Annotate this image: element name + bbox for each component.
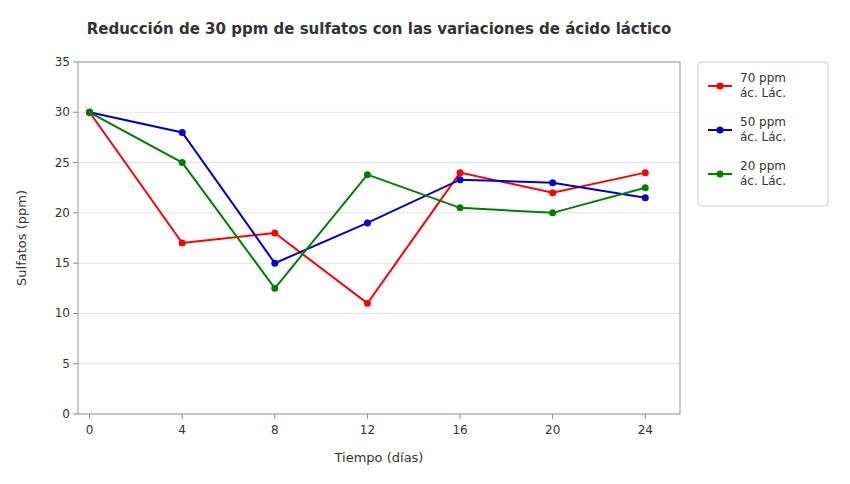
series: [86, 109, 649, 307]
series-line: [90, 112, 646, 288]
series-marker: [179, 240, 186, 247]
series-marker: [271, 260, 278, 267]
y-tick: [73, 313, 78, 314]
x-tick-label: 8: [271, 423, 279, 437]
series-marker: [271, 229, 278, 236]
y-tick-label: 5: [62, 357, 70, 371]
series-marker: [549, 189, 556, 196]
legend-box: [698, 62, 828, 206]
series-line: [90, 112, 646, 303]
x-tick-label: 0: [86, 423, 94, 437]
x-tick: [367, 414, 368, 419]
y-tick: [73, 112, 78, 113]
legend-label: 50 ppmác. Lác.: [740, 115, 786, 144]
legend-label: 20 ppmác. Lác.: [740, 159, 786, 188]
legend: 70 ppmác. Lác.50 ppmác. Lác.20 ppmác. Lá…: [698, 62, 828, 206]
data: [86, 109, 649, 307]
x-axis-label: Tiempo (días): [334, 450, 424, 465]
series-marker: [364, 171, 371, 178]
grid-line: [78, 363, 680, 364]
x-tick: [645, 414, 646, 419]
y-tick-label: 25: [55, 156, 70, 170]
series-marker: [549, 179, 556, 186]
x-tick-label: 16: [452, 423, 467, 437]
series-marker: [457, 169, 464, 176]
legend-label-line: ác. Lác.: [740, 86, 786, 100]
series-marker: [457, 176, 464, 183]
x-tick: [89, 414, 90, 419]
series-marker: [549, 209, 556, 216]
y-tick-label: 20: [55, 206, 70, 220]
y-tick: [73, 162, 78, 163]
y-axis-label: Sulfatos (ppm): [14, 190, 29, 286]
x-tick: [460, 414, 461, 419]
y-tick-label: 10: [55, 306, 70, 320]
series-marker: [86, 109, 93, 116]
y-tick: [73, 414, 78, 415]
y-tick: [73, 363, 78, 364]
chart: 0 5 10 15 20 25 30 35 0 4 8 12 16 20 24 Reducción de 30…: [0, 0, 850, 484]
series-marker: [86, 109, 93, 116]
x-tick-label: 4: [178, 423, 186, 437]
series: [86, 109, 649, 267]
grid-line: [78, 112, 680, 113]
legend-label-line: ác. Lác.: [740, 174, 786, 188]
series-marker: [642, 184, 649, 191]
x-tick: [552, 414, 553, 419]
legend-marker: [717, 127, 724, 134]
series-marker: [364, 300, 371, 307]
y-axis: 0 5 10 15 20 25 30 35: [55, 55, 680, 421]
legend-marker: [717, 83, 724, 90]
grid-line: [78, 263, 680, 264]
plot-background: [78, 62, 680, 414]
series-marker: [364, 219, 371, 226]
y-tick-label: 35: [55, 55, 70, 69]
legend-label-line: 50 ppm: [740, 115, 786, 129]
grid-line: [78, 162, 680, 163]
series: [86, 109, 649, 292]
y-tick-label: 0: [62, 407, 70, 421]
legend-label-line: ác. Lác.: [740, 130, 786, 144]
x-tick-label: 12: [360, 423, 375, 437]
y-tick-label: 30: [55, 105, 70, 119]
title: Reducción de 30 ppm de sulfatos con las …: [87, 20, 672, 38]
series-marker: [642, 169, 649, 176]
x-tick: [274, 414, 275, 419]
x-tick-label: 20: [545, 423, 560, 437]
series-marker: [271, 285, 278, 292]
grid-line: [78, 313, 680, 314]
series-marker: [457, 204, 464, 211]
series-line: [90, 112, 646, 263]
series-marker: [179, 129, 186, 136]
y-tick: [73, 62, 78, 63]
x-tick-label: 24: [638, 423, 653, 437]
series-marker: [179, 159, 186, 166]
legend-label: 70 ppmác. Lác.: [740, 71, 786, 100]
legend-marker: [717, 171, 724, 178]
grid-line: [78, 212, 680, 213]
x-axis: 0 4 8 12 16 20 24: [86, 414, 653, 437]
x-tick: [182, 414, 183, 419]
legend-label-line: 70 ppm: [740, 71, 786, 85]
y-tick: [73, 212, 78, 213]
plot-frame: [78, 62, 680, 414]
series-marker: [642, 194, 649, 201]
y-tick: [73, 263, 78, 264]
y-tick-label: 15: [55, 256, 70, 270]
series-marker: [86, 109, 93, 116]
legend-label-line: 20 ppm: [740, 159, 786, 173]
